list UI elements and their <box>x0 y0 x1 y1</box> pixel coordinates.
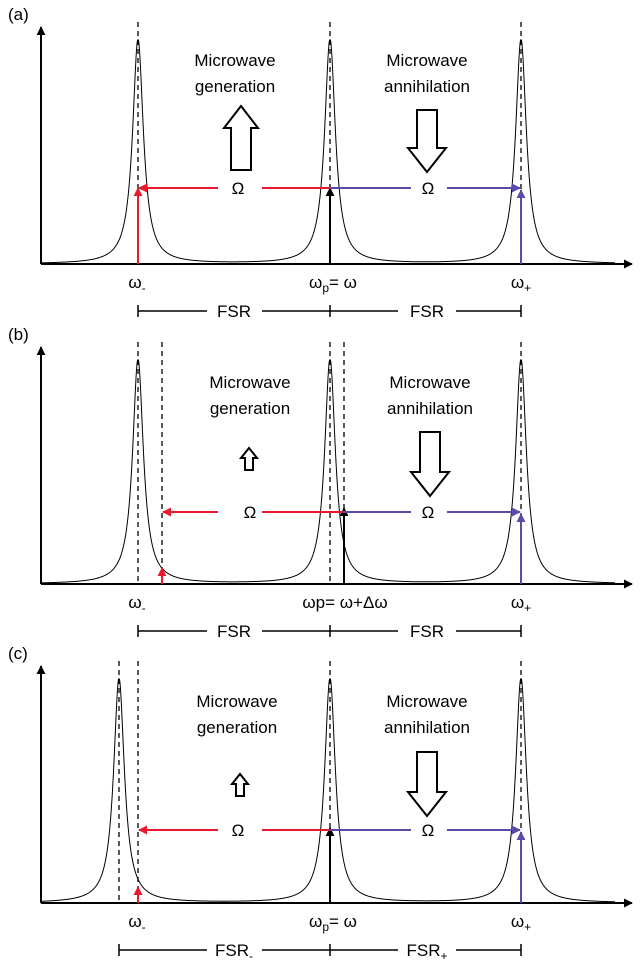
omega-minus-label-sub: - <box>142 281 146 295</box>
pump-frequency-label-sub: p <box>322 281 329 295</box>
resonance-spectrum-curve <box>41 678 616 903</box>
fsr-right-base: FSR <box>410 622 444 641</box>
fsr-right-base: FSR <box>406 941 440 960</box>
fsr-right-label: FSR <box>410 622 444 641</box>
omega-right-label: Ω <box>422 821 435 840</box>
fsr-left-base: FSR <box>217 622 251 641</box>
annihilation-caption-line2: annihilation <box>384 77 470 96</box>
panel-label: (a) <box>8 5 29 24</box>
pump-frequency-label-base: ω <box>309 912 322 931</box>
omega-minus-label-base: ω <box>128 593 141 612</box>
resonance-spectrum-curve <box>41 39 616 264</box>
annihilation-down-arrow <box>405 109 449 174</box>
omega-plus-label: ω+ <box>511 273 531 295</box>
pump-frequency-label-base: ω <box>309 273 322 292</box>
panel-c: (c) Microwave generation Microwave annihilat… <box>8 644 633 963</box>
pump-frequency-label: ωp= ω <box>309 273 357 295</box>
fsr-left-label: FSR- <box>215 941 253 963</box>
omega-plus-label-base: ω <box>511 273 524 292</box>
omega-minus-label-sub: - <box>142 920 146 934</box>
annihilation-caption-line1: Microwave <box>386 692 467 711</box>
omega-minus-label-sub: - <box>142 601 146 615</box>
fsr-left-label: FSR <box>217 302 251 321</box>
omega-minus-label-base: ω <box>128 912 141 931</box>
resonance-spectrum-curve <box>41 359 616 584</box>
pump-frequency-label-rest: = ω <box>329 273 357 292</box>
fsr-right-label: FSR <box>410 302 444 321</box>
generation-up-arrow <box>238 446 260 471</box>
generation-caption-line1: Microwave <box>196 692 277 711</box>
generation-caption-line2: generation <box>195 77 275 96</box>
pump-frequency-label: ωp= ω <box>309 912 357 934</box>
omega-minus-label: ω- <box>128 593 145 615</box>
omega-minus-label: ω- <box>128 273 145 295</box>
generation-up-arrow <box>221 104 261 171</box>
generation-caption-line1: Microwave <box>194 51 275 70</box>
omega-minus-label: ω- <box>128 912 145 934</box>
pump-frequency-base: ωp <box>302 593 325 612</box>
annihilation-down-arrow <box>408 431 452 498</box>
generation-caption-line2: generation <box>197 718 277 737</box>
panel-label: (b) <box>8 325 29 344</box>
annihilation-caption-line1: Microwave <box>389 373 470 392</box>
omega-right-label: Ω <box>422 179 435 198</box>
omega-plus-label: ω+ <box>511 593 531 615</box>
fsr-right-sub: + <box>440 949 447 963</box>
pump-frequency-label-sub: p <box>322 920 329 934</box>
panel-label: (c) <box>8 644 28 663</box>
fsr-left-label: FSR <box>217 622 251 641</box>
omega-minus-label-base: ω <box>128 273 141 292</box>
annihilation-down-arrow <box>405 751 449 818</box>
pump-frequency-rest: = ω+Δω <box>325 593 387 612</box>
fsr-left-sub: - <box>249 949 253 963</box>
omega-plus-label: ω+ <box>511 912 531 934</box>
annihilation-caption-line1: Microwave <box>386 51 467 70</box>
annihilation-caption-line2: annihilation <box>384 718 470 737</box>
fsr-right-label: FSR+ <box>406 941 447 963</box>
omega-plus-label-base: ω <box>511 912 524 931</box>
omega-left-label: Ω <box>232 821 245 840</box>
omega-plus-label-sub: + <box>524 601 531 615</box>
omega-plus-label-sub: + <box>524 281 531 295</box>
annihilation-caption-line2: annihilation <box>387 399 473 418</box>
omega-plus-label-base: ω <box>511 593 524 612</box>
generation-up-arrow <box>229 772 251 797</box>
fsr-left-base: FSR <box>215 941 249 960</box>
panel-b: (b) Microwave generation Microwave annihilat… <box>8 325 633 641</box>
pump-frequency-label: ωp= ω+Δω <box>302 593 387 612</box>
generation-caption-line2: generation <box>210 399 290 418</box>
omega-right-label: Ω <box>422 503 435 522</box>
fsr-right-base: FSR <box>410 302 444 321</box>
fsr-left-base: FSR <box>217 302 251 321</box>
omega-left-label: Ω <box>232 179 245 198</box>
omega-left-label: Ω <box>244 503 257 522</box>
pump-frequency-label-rest: = ω <box>329 912 357 931</box>
omega-plus-label-sub: + <box>524 920 531 934</box>
panel-a: (a) Microwave generation Microwave annihilat… <box>8 5 633 321</box>
generation-caption-line1: Microwave <box>209 373 290 392</box>
